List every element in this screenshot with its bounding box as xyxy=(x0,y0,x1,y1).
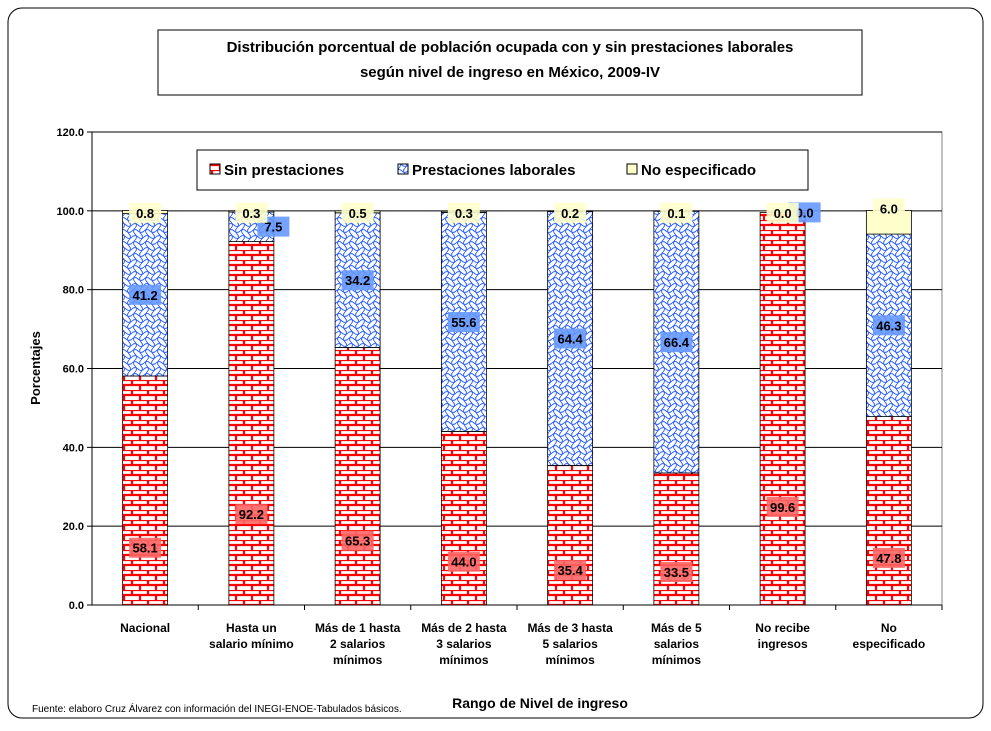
data-label: 6.0 xyxy=(880,201,898,216)
legend-swatch xyxy=(398,164,408,174)
y-axis-title: Porcentajes xyxy=(28,331,43,405)
data-label: 66.4 xyxy=(664,335,690,350)
bar-segment xyxy=(548,465,593,605)
legend-swatch xyxy=(627,164,637,174)
data-label: 44.0 xyxy=(451,555,476,570)
bar-segment xyxy=(441,432,486,605)
data-label: 46.3 xyxy=(876,318,901,333)
data-label: 0.2 xyxy=(561,206,579,221)
y-tick-label: 60.0 xyxy=(63,364,84,376)
y-tick-label: 40.0 xyxy=(63,442,84,454)
data-label: 58.1 xyxy=(132,541,157,556)
bar-segment xyxy=(866,417,911,605)
chart-title: Distribución porcentual de población ocu… xyxy=(227,39,794,56)
legend-label: Sin prestaciones xyxy=(224,162,344,179)
data-label: 0.8 xyxy=(136,206,154,221)
data-label: 99.6 xyxy=(770,500,795,515)
bar-segment xyxy=(335,348,380,605)
data-label: 47.8 xyxy=(876,551,901,566)
bar-segment xyxy=(760,212,805,605)
legend-label: Prestaciones laborales xyxy=(412,162,575,179)
bar-segment xyxy=(654,473,699,605)
data-label: 55.6 xyxy=(451,315,476,330)
legend-label: No especificado xyxy=(641,162,756,179)
y-tick-label: 100.0 xyxy=(56,206,84,218)
data-label: 35.4 xyxy=(557,563,583,578)
data-label: 0.1 xyxy=(667,206,685,221)
data-label: 33.5 xyxy=(664,565,689,580)
data-label: 41.2 xyxy=(132,288,157,303)
x-axis-title: Rango de Nivel de ingreso xyxy=(452,695,628,711)
data-label: 0.3 xyxy=(242,206,260,221)
data-label: 92.2 xyxy=(239,507,264,522)
y-tick-label: 80.0 xyxy=(63,285,84,297)
source-note: Fuente: elaboro Cruz Álvarez con informa… xyxy=(32,702,402,715)
chart-subtitle: según nivel de ingreso en México, 2009-I… xyxy=(360,64,660,81)
data-label: 0.5 xyxy=(349,206,367,221)
bar-segment xyxy=(229,242,274,605)
data-label: 0.0 xyxy=(774,206,792,221)
legend-swatch xyxy=(210,164,220,174)
data-label: 0.3 xyxy=(455,206,473,221)
x-tick-label: Nacional xyxy=(120,621,170,635)
bar-segment xyxy=(123,376,168,605)
y-tick-label: 0.0 xyxy=(69,600,84,612)
data-label: 64.4 xyxy=(557,332,583,347)
data-label: 65.3 xyxy=(345,534,370,549)
data-label: 34.2 xyxy=(345,273,370,288)
y-tick-label: 20.0 xyxy=(63,521,84,533)
y-tick-label: 120.0 xyxy=(56,127,84,139)
